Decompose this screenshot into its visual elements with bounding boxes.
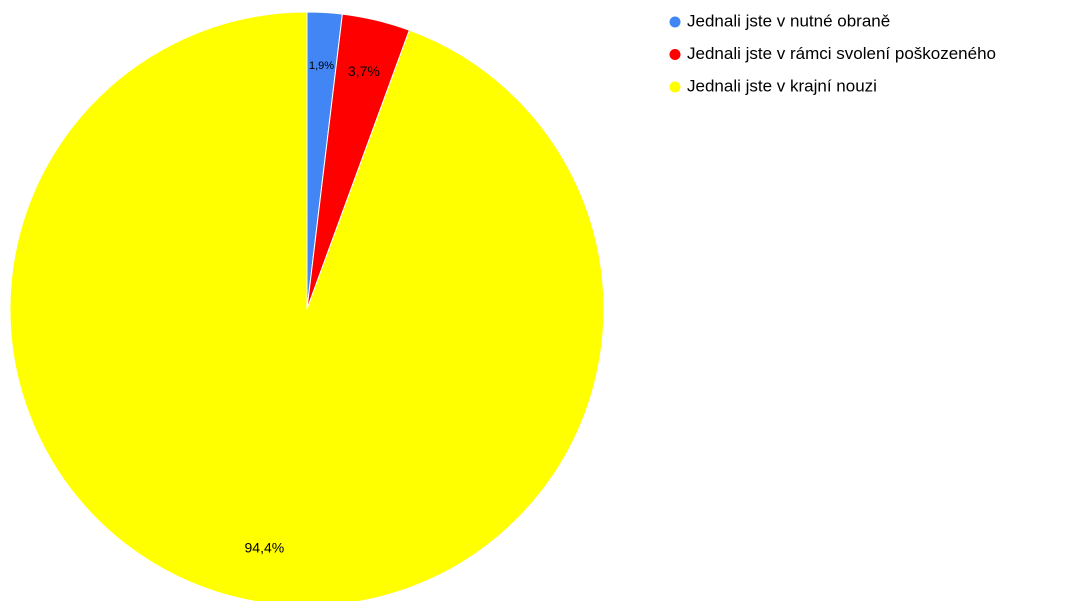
legend-label: Jednali jste v krajní nouzi [687,76,877,95]
legend-label: Jednali jste v nutné obraně [687,11,890,30]
legend-marker [669,16,681,28]
pie-slice [9,11,605,601]
slice-label: 3,7% [348,63,380,79]
legend-marker [669,81,681,93]
legend-label: Jednali jste v rámci svolení poškozeného [687,44,996,63]
slice-label: 1,9% [309,60,334,72]
slice-label: 94,4% [245,539,285,555]
legend-marker [669,49,681,60]
